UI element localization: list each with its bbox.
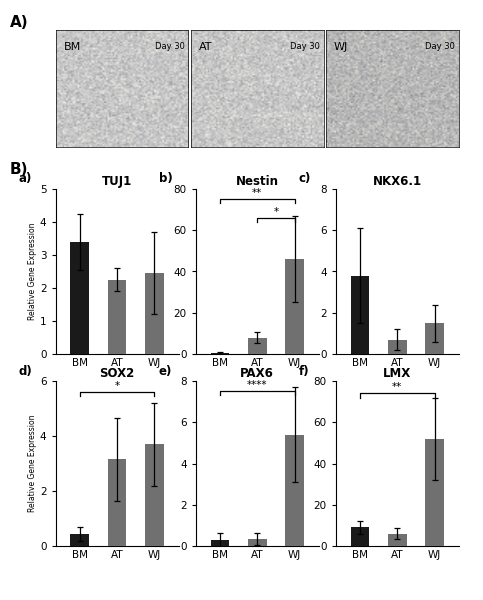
Text: Day 30: Day 30 <box>425 42 455 51</box>
Text: BM: BM <box>64 42 81 52</box>
Text: A): A) <box>10 15 28 30</box>
Bar <box>285 259 304 354</box>
Y-axis label: Relative Gene Expression: Relative Gene Expression <box>28 415 37 512</box>
Bar <box>145 444 164 546</box>
Text: ****: **** <box>247 380 268 390</box>
Bar <box>145 273 164 354</box>
Bar <box>388 340 407 354</box>
Text: AT: AT <box>199 42 212 52</box>
Bar <box>285 434 304 546</box>
Bar <box>351 275 369 354</box>
Y-axis label: Relative Gene Expression: Relative Gene Expression <box>28 223 37 320</box>
Text: e): e) <box>158 364 172 377</box>
Text: *: * <box>273 206 278 217</box>
Bar <box>248 539 267 546</box>
Text: b): b) <box>158 172 172 185</box>
Bar <box>425 323 444 354</box>
Title: Nestin: Nestin <box>236 175 279 188</box>
Text: *: * <box>114 380 120 391</box>
Title: PAX6: PAX6 <box>240 367 274 380</box>
Title: LMX: LMX <box>383 367 412 380</box>
Text: **: ** <box>392 382 402 392</box>
Text: Day 30: Day 30 <box>290 42 320 51</box>
Title: NKX6.1: NKX6.1 <box>373 175 422 188</box>
Text: d): d) <box>19 364 32 377</box>
Bar <box>351 527 369 546</box>
Text: c): c) <box>298 172 311 185</box>
Text: **: ** <box>252 188 262 198</box>
Bar <box>108 280 127 354</box>
Bar <box>425 439 444 546</box>
Bar <box>388 533 407 546</box>
Bar <box>108 460 127 546</box>
Text: a): a) <box>19 172 32 185</box>
Bar <box>248 337 267 354</box>
Title: SOX2: SOX2 <box>99 367 135 380</box>
Bar <box>71 533 89 546</box>
Bar <box>71 242 89 354</box>
Text: B): B) <box>10 162 28 177</box>
Text: f): f) <box>298 364 309 377</box>
Bar <box>211 353 229 354</box>
Title: TUJ1: TUJ1 <box>102 175 132 188</box>
Bar <box>211 540 229 546</box>
Text: Day 30: Day 30 <box>155 42 185 51</box>
Text: WJ: WJ <box>334 42 348 52</box>
